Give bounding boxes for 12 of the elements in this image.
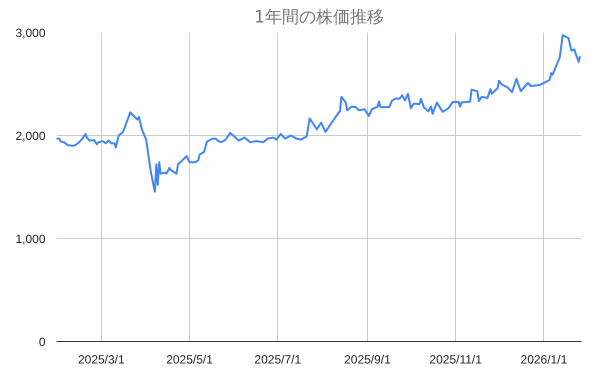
y-tick-label: 2,000 [15, 129, 46, 143]
y-tick-label: 3,000 [15, 26, 46, 40]
x-tick-label: 2026/1/1 [520, 352, 568, 366]
x-tick-label: 2025/5/1 [166, 352, 214, 366]
x-tick-label: 2025/9/1 [344, 352, 392, 366]
y-tick-label: 1,000 [15, 232, 46, 246]
x-tick-label: 2025/7/1 [254, 352, 302, 366]
chart-title: 1年間の株価推移 [254, 8, 384, 28]
y-tick-label: 0 [38, 335, 46, 349]
x-tick-label: 2025/11/1 [429, 352, 482, 366]
x-tick-label: 2025/3/1 [78, 352, 126, 366]
line-series [56, 34, 582, 193]
